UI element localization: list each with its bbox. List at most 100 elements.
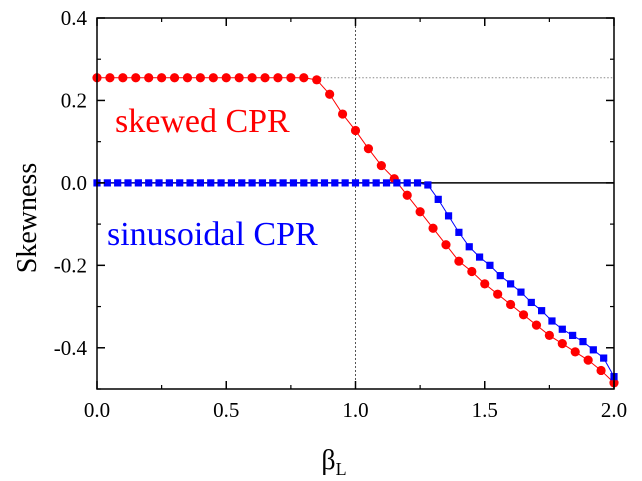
- data-point: [131, 73, 141, 83]
- data-point: [493, 289, 503, 299]
- data-point: [454, 256, 464, 266]
- data-point: [279, 179, 287, 187]
- data-point: [124, 179, 132, 187]
- data-point: [496, 272, 504, 280]
- data-point: [195, 73, 205, 83]
- data-point: [544, 330, 554, 341]
- data-point: [208, 73, 218, 83]
- data-point: [299, 73, 309, 83]
- data-point: [486, 261, 494, 269]
- data-point: [455, 228, 463, 236]
- data-point: [105, 73, 115, 83]
- data-point: [286, 73, 296, 83]
- data-point: [376, 160, 386, 171]
- data-point: [538, 307, 546, 315]
- x-tick-label: 1.0: [342, 398, 368, 422]
- data-point: [165, 179, 173, 187]
- x-tick-label: 0.5: [213, 398, 239, 422]
- data-point: [413, 179, 422, 187]
- data-point: [531, 320, 542, 330]
- data-point: [507, 280, 515, 288]
- data-point: [320, 179, 329, 187]
- x-axis-label: βL: [321, 445, 346, 479]
- data-series: [92, 73, 619, 388]
- data-point: [221, 73, 231, 83]
- data-point: [247, 73, 257, 83]
- data-point: [372, 179, 380, 187]
- data-point: [169, 73, 180, 83]
- y-tick-label: -0.4: [54, 336, 88, 360]
- axis-ticks: 0.0 0.5 1.0 1.5 2.0 0.4 0.2 0.0 -0.2 -0.4: [54, 6, 627, 422]
- data-point: [145, 179, 153, 187]
- data-point: [176, 179, 184, 187]
- data-point: [558, 325, 566, 333]
- x-tick-label: 0.0: [84, 398, 110, 422]
- data-point: [118, 73, 128, 83]
- data-point: [434, 195, 442, 203]
- y-axis-label: Skewness: [12, 163, 43, 273]
- data-point: [527, 298, 535, 307]
- data-point: [103, 179, 111, 187]
- data-point: [325, 89, 335, 99]
- data-point: [134, 179, 142, 187]
- data-point: [518, 310, 529, 320]
- data-point: [157, 73, 167, 83]
- data-point: [424, 181, 432, 189]
- data-point: [273, 73, 283, 83]
- data-point: [155, 179, 163, 187]
- data-point: [196, 179, 204, 187]
- data-point: [182, 73, 193, 83]
- data-point: [589, 346, 597, 354]
- data-point: [217, 179, 225, 187]
- data-point: [415, 207, 425, 217]
- data-point: [351, 179, 360, 187]
- y-tick-label: 0.0: [61, 171, 87, 195]
- data-point: [238, 179, 246, 187]
- x-tick-label: 1.5: [472, 398, 498, 422]
- data-point: [569, 331, 577, 340]
- data-point: [248, 179, 256, 187]
- data-point: [382, 179, 391, 187]
- data-point: [337, 109, 348, 119]
- data-point: [258, 179, 267, 187]
- series-0: [92, 73, 619, 388]
- data-point: [289, 179, 298, 187]
- data-point: [600, 354, 608, 362]
- data-point: [557, 339, 567, 349]
- x-axis-label-subscript: L: [336, 459, 347, 479]
- data-point: [362, 179, 370, 187]
- x-axis-label-main: β: [321, 445, 335, 476]
- data-point: [579, 337, 587, 346]
- series-1: [93, 179, 618, 381]
- data-point: [227, 179, 236, 187]
- data-point: [207, 179, 215, 187]
- y-tick-label: -0.2: [54, 253, 87, 277]
- data-point: [310, 179, 318, 187]
- data-point: [341, 179, 349, 187]
- data-point: [403, 179, 411, 187]
- data-point: [475, 253, 484, 261]
- data-point: [596, 365, 606, 376]
- series-annotation: sinusoidal CPR: [107, 216, 318, 253]
- data-point: [402, 190, 412, 200]
- series-annotation: skewed CPR: [115, 103, 290, 140]
- data-point: [480, 279, 490, 289]
- data-point: [350, 125, 361, 136]
- y-tick-label: 0.4: [61, 6, 88, 30]
- data-point: [312, 75, 322, 85]
- data-point: [467, 266, 477, 277]
- data-point: [441, 240, 451, 250]
- data-point: [428, 223, 438, 233]
- data-point: [234, 73, 244, 83]
- data-point: [114, 179, 122, 187]
- data-point: [444, 212, 453, 220]
- y-tick-label: 0.2: [61, 88, 87, 112]
- data-point: [300, 179, 308, 187]
- data-point: [517, 288, 525, 296]
- x-tick-label: 2.0: [601, 398, 627, 422]
- data-point: [393, 179, 401, 187]
- data-point: [186, 179, 194, 187]
- data-point: [583, 355, 593, 365]
- data-point: [548, 317, 556, 325]
